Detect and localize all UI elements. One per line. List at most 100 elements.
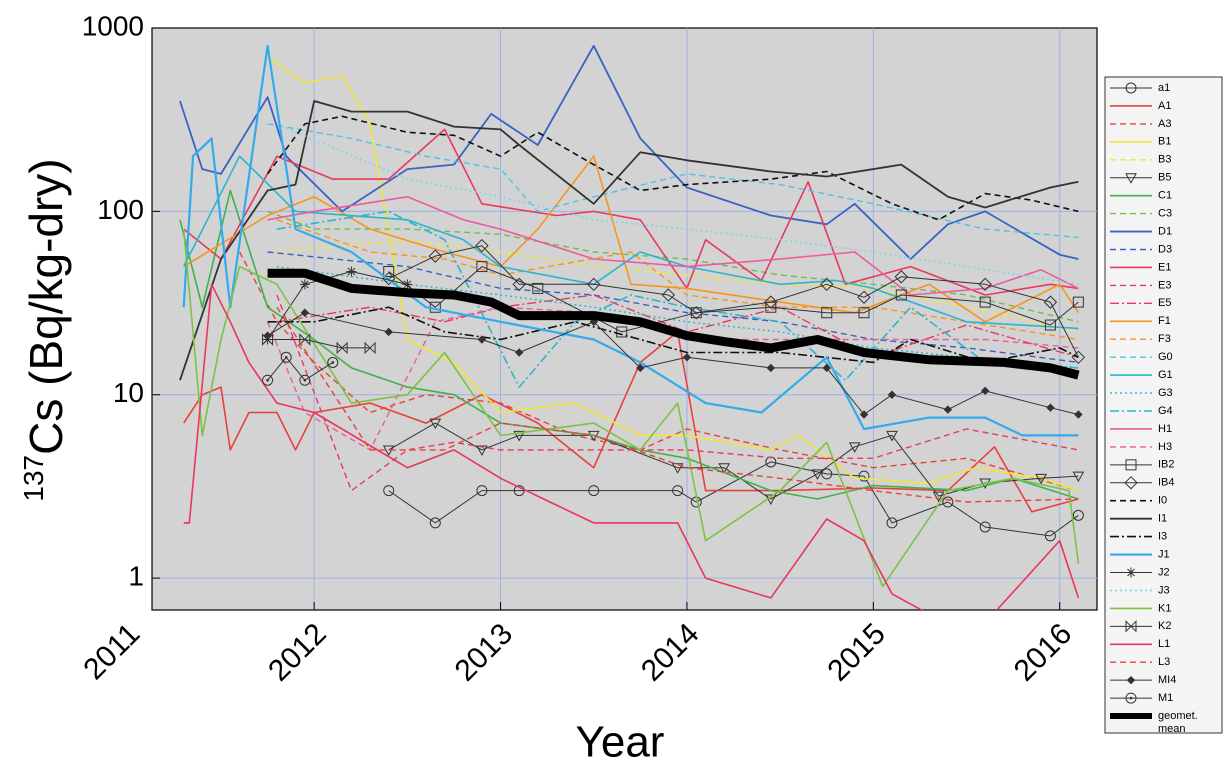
legend-label: D1 xyxy=(1158,225,1172,237)
marker xyxy=(764,295,778,309)
series-line xyxy=(276,306,1079,503)
marker xyxy=(532,282,544,294)
marker xyxy=(821,307,833,319)
series-line xyxy=(388,461,1079,537)
marker xyxy=(336,341,348,355)
legend-label: D3 xyxy=(1158,243,1172,255)
x-tick-label: 2016 xyxy=(1008,617,1079,688)
marker xyxy=(848,442,861,453)
marker xyxy=(671,463,684,474)
series-line xyxy=(267,312,1079,415)
series-line xyxy=(183,155,1080,323)
marker xyxy=(402,279,413,290)
marker xyxy=(475,238,489,253)
y-tick-label: 1000 xyxy=(82,10,144,41)
series-line xyxy=(276,239,1079,333)
legend-label: A3 xyxy=(1158,118,1171,130)
marker xyxy=(886,430,898,442)
legend-label: IB4 xyxy=(1158,477,1175,489)
marker xyxy=(766,363,776,373)
series-line xyxy=(183,283,1080,610)
marker xyxy=(280,351,292,363)
legend-label: F3 xyxy=(1158,333,1171,345)
series-line xyxy=(267,306,1079,364)
marker xyxy=(1046,403,1055,412)
marker xyxy=(1044,530,1056,542)
marker xyxy=(383,485,395,497)
marker xyxy=(1125,692,1137,704)
legend-label: G0 xyxy=(1158,351,1173,363)
legend-label: E1 xyxy=(1158,261,1171,273)
marker xyxy=(429,517,441,529)
marker xyxy=(299,374,311,386)
marker xyxy=(894,270,908,284)
series-line xyxy=(266,115,1079,221)
legend-label: B3 xyxy=(1158,154,1171,166)
legend-label: J2 xyxy=(1158,566,1170,578)
series-line xyxy=(267,339,371,349)
marker xyxy=(1125,173,1137,184)
marker xyxy=(587,277,601,292)
x-tick-label: 2014 xyxy=(635,617,706,688)
legend-label: H1 xyxy=(1158,423,1172,435)
marker xyxy=(887,390,897,399)
marker xyxy=(512,277,526,292)
marker xyxy=(513,485,525,497)
y-axis-label-superscript: 137 xyxy=(18,455,49,502)
legend: a1 A1 A3 B1 B3 B5 C1 C3 D1 D3 E1 E3 E5 F1 F3 G0 G1 G3 G4 H1… xyxy=(1110,82,1201,735)
series-line xyxy=(267,251,1079,364)
marker xyxy=(858,307,870,319)
marker xyxy=(857,290,871,304)
y-tick-label: 100 xyxy=(97,194,144,225)
series-line xyxy=(267,268,1080,380)
marker xyxy=(364,341,376,355)
legend-label: J3 xyxy=(1158,584,1170,596)
marker xyxy=(262,374,274,386)
legend-label: G1 xyxy=(1158,369,1173,381)
marker xyxy=(428,249,443,263)
legend-label: C3 xyxy=(1158,208,1172,220)
marker xyxy=(979,521,991,533)
marker xyxy=(718,463,731,474)
legend-label: K2 xyxy=(1158,620,1171,632)
marker xyxy=(822,363,831,373)
marker xyxy=(820,277,834,292)
legend-label: a1 xyxy=(1158,82,1170,94)
legend-label: E3 xyxy=(1158,279,1171,291)
marker xyxy=(978,277,992,292)
marker-dot xyxy=(1129,696,1133,700)
marker xyxy=(1126,675,1136,685)
series-line xyxy=(267,196,1079,296)
legend-label: A1 xyxy=(1158,100,1171,112)
series-line xyxy=(179,100,1079,381)
x-tick-label: 2012 xyxy=(262,617,333,688)
legend-box xyxy=(1104,76,1223,734)
marker-dot xyxy=(266,378,269,382)
marker xyxy=(682,353,692,362)
series-line xyxy=(388,266,1079,333)
marker xyxy=(932,491,945,503)
series-line xyxy=(182,155,1079,330)
legend-label: L3 xyxy=(1158,656,1170,668)
y-tick-label: 10 xyxy=(113,377,144,408)
legend-label: I1 xyxy=(1158,513,1167,525)
marker xyxy=(383,265,395,277)
series-line xyxy=(276,210,1079,388)
marker xyxy=(299,279,310,290)
marker xyxy=(690,307,702,319)
x-axis-label: Year xyxy=(576,718,665,767)
series-line xyxy=(267,123,1079,239)
marker xyxy=(327,356,339,368)
y-axis-label-text: Cs (Bq/kg-dry) xyxy=(20,158,72,454)
y-tick-label: 1 xyxy=(128,560,144,591)
x-tick-label: 2015 xyxy=(821,617,892,688)
marker xyxy=(1043,295,1058,309)
marker xyxy=(672,485,684,497)
marker xyxy=(1074,410,1083,419)
series-line xyxy=(182,229,1080,588)
marker xyxy=(1044,319,1056,331)
marker xyxy=(1126,567,1136,578)
marker xyxy=(661,288,676,302)
marker xyxy=(1072,509,1084,521)
